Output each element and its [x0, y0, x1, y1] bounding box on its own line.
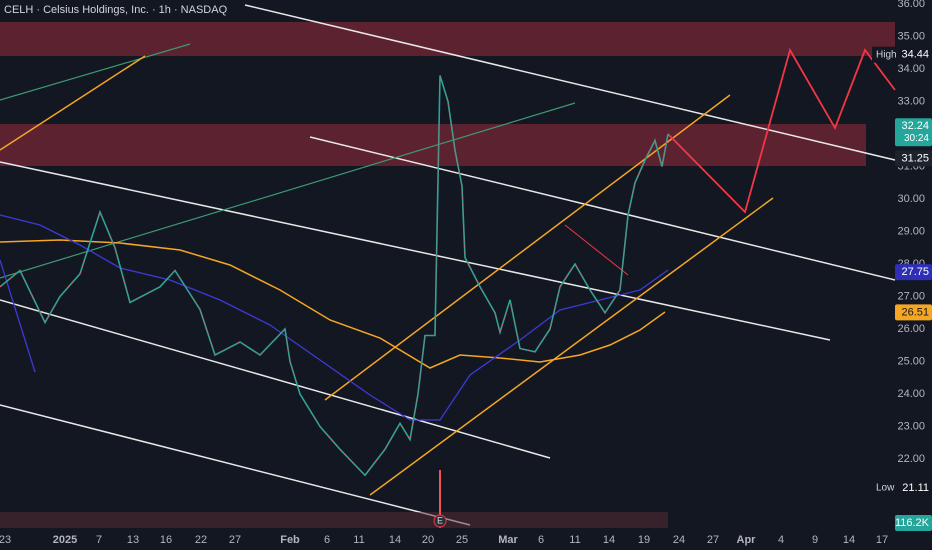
- time-tick-label: 13: [127, 534, 139, 546]
- event: E: [433, 514, 447, 528]
- price-tick-label: 33.00: [897, 95, 925, 107]
- time-tick-label: 23: [0, 534, 11, 546]
- trend-line: [0, 259, 36, 373]
- price-badge: [895, 46, 932, 63]
- time-tick-label: 6: [324, 534, 330, 546]
- time-tick-label: 16: [160, 534, 172, 546]
- badge-tag: [872, 46, 895, 63]
- time-tick-label: 11: [353, 534, 364, 546]
- event-label: E: [437, 515, 443, 525]
- time-tick-label: 9: [812, 534, 818, 546]
- price-tick-label: 27.00: [897, 290, 925, 302]
- time-tick-label: 6: [538, 534, 544, 546]
- volume-band: [0, 512, 668, 528]
- price-badge-label: 116.2K: [895, 517, 930, 529]
- moving-average: [0, 214, 669, 421]
- time-tick-label: 17: [876, 534, 888, 546]
- price-badge-label: 26.51: [901, 306, 929, 318]
- time-tick-label: 14: [603, 534, 615, 546]
- price-axis: 36.0035.0034.0033.0031.0030.0029.0028.00…: [897, 0, 925, 465]
- trend-line: [0, 55, 146, 151]
- trend-line: [0, 404, 471, 526]
- price-badge: [895, 479, 932, 496]
- countdown-label: 30:24: [904, 133, 929, 144]
- time-tick-label: 20: [422, 534, 434, 546]
- price-badge: [895, 304, 932, 321]
- price-tick-label: 22.00: [897, 453, 925, 465]
- time-tick-label: 27: [229, 534, 241, 546]
- badge-tag-label: High: [876, 49, 897, 60]
- time-tick-label: 14: [389, 534, 401, 546]
- trend-line: [0, 161, 831, 341]
- time-axis: 23 2025 7 13 16 22 27 Feb 6 11 14 20 25 Mar 6 11 14 19 24 2…: [0, 534, 888, 546]
- time-tick-label: 7: [96, 534, 102, 546]
- price-badge-label: 21.11: [902, 482, 929, 494]
- drawings: [0, 4, 896, 528]
- price-badge-label: 31.25: [901, 152, 929, 164]
- last-price-badge: [895, 118, 932, 147]
- time-tick-label: 27: [707, 534, 719, 546]
- price-tick-label: 34.00: [897, 63, 925, 75]
- price-badge: [895, 515, 932, 531]
- trend-line: [244, 4, 896, 161]
- channel-line: [369, 197, 774, 496]
- time-tick-label: 25: [456, 534, 468, 546]
- price-tick-label: 25.00: [897, 355, 925, 367]
- event-marker: [433, 514, 447, 528]
- price-tick-label: 23.00: [897, 420, 925, 432]
- time-tick-label: 22: [195, 534, 207, 546]
- time-tick-label: 14: [843, 534, 855, 546]
- trend-line: [0, 299, 551, 459]
- moving-average: [0, 239, 666, 369]
- price-tick-label: 26.00: [897, 323, 925, 335]
- trend-line: [309, 136, 896, 281]
- price-tick-label: 36.00: [897, 0, 925, 10]
- price-badge: [895, 264, 932, 281]
- badge-tag-label: Low: [876, 483, 895, 494]
- zones: [0, 22, 895, 166]
- time-tick-label: 24: [673, 534, 685, 546]
- trend-line: [564, 224, 629, 276]
- price-tick-label: 29.00: [897, 225, 925, 237]
- price-tick-label: 24.00: [897, 388, 925, 400]
- chart-title: CELH · Celsius Holdings, Inc. · 1h · NAS…: [4, 4, 228, 16]
- price-path: [0, 75, 669, 476]
- resistance-zone: [0, 22, 895, 56]
- time-tick-label: 11: [569, 534, 580, 546]
- time-tick-label: 19: [638, 534, 650, 546]
- price-badge-label: 34.44: [901, 49, 929, 61]
- time-tick-label: Apr: [737, 534, 757, 546]
- time-tick-label: 2025: [53, 534, 77, 546]
- price-badges: 34.44 High 31.25 27.75 26.51 21.11 Low 116.2K 32…: [872, 46, 932, 531]
- price-badge: [895, 150, 932, 167]
- time-tick-label: Mar: [498, 534, 518, 546]
- price-tick-label: 35.00: [897, 30, 925, 42]
- projection-path: [667, 47, 896, 214]
- trend-line: [0, 43, 191, 101]
- trend-line: [0, 102, 576, 279]
- time-tick-label: 4: [778, 534, 784, 546]
- resistance-zone: [0, 124, 866, 166]
- price-badge-label: 27.75: [901, 266, 929, 278]
- time-tick-label: Feb: [280, 534, 300, 546]
- channel-line: [324, 94, 731, 401]
- last-price-label: 32.24: [901, 120, 929, 132]
- price-tick-label: 30.00: [897, 193, 925, 205]
- badge-tag: [872, 479, 895, 496]
